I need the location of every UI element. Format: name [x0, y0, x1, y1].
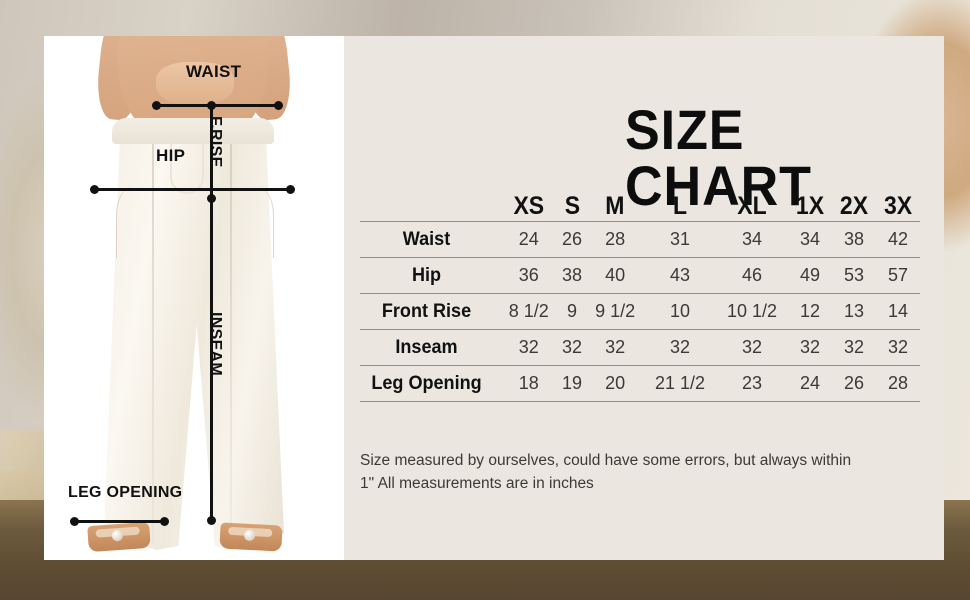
leg-opening-endpoint-right [160, 517, 169, 526]
cell-hip-m: 40 [605, 265, 626, 285]
cell-leg-opening-l: 21 1/2 [654, 373, 705, 393]
row-label-hip: Hip [411, 264, 442, 286]
cell-waist-xl: 34 [741, 229, 762, 249]
cell-waist-xs: 24 [518, 229, 539, 249]
cell-inseam-s: 32 [561, 337, 582, 357]
cell-hip-xl: 46 [741, 265, 762, 285]
inseam-label: INSEAM [207, 312, 224, 377]
cell-front-rise-m: 9 1/2 [595, 301, 636, 321]
measurement-disclaimer: Size measured by ourselves, could have s… [360, 452, 852, 492]
pants-drawstring [170, 140, 204, 194]
size-table-body: Waist 24 26 28 31 34 34 38 42 Hip 36 38 … [360, 221, 920, 402]
pants-pocket-left [116, 186, 162, 258]
cell-front-rise-xs: 8 1/2 [508, 301, 549, 321]
row-header-corner [360, 192, 500, 222]
size-chart-panel: SIZE CHART XS S M L XL 1X 2X 3X Waist [344, 36, 944, 560]
pants-waistband [112, 118, 274, 144]
size-header-m: M [605, 192, 625, 220]
hip-measure-line [94, 188, 290, 191]
size-header-xl: XL [737, 192, 767, 220]
page-title: SIZE CHART [625, 98, 812, 217]
model-illustration [44, 36, 344, 560]
table-row: Inseam 32 32 32 32 32 32 32 32 [360, 329, 920, 366]
table-row: Leg Opening 18 19 20 21 1/2 23 24 26 28 [360, 365, 920, 402]
measurement-annotations: WAIST HIP F.RISE INSEAM LEG OPENING [44, 36, 344, 560]
cell-hip-2x: 53 [843, 265, 864, 285]
cell-leg-opening-xs: 18 [518, 373, 539, 393]
hip-label: HIP [156, 146, 186, 165]
cell-front-rise-s: 9 [566, 301, 577, 321]
cell-inseam-l: 32 [669, 337, 690, 357]
hip-endpoint-left [90, 185, 99, 194]
waist-measure-line [156, 104, 278, 107]
cell-front-rise-xl: 10 1/2 [726, 301, 777, 321]
leg-opening-measure-line [74, 520, 164, 523]
product-photo-panel: WAIST HIP F.RISE INSEAM LEG OPENING [44, 36, 344, 560]
cell-leg-opening-3x: 28 [887, 373, 908, 393]
cell-waist-l: 31 [669, 229, 690, 249]
cell-front-rise-3x: 14 [887, 301, 908, 321]
cell-leg-opening-m: 20 [605, 373, 626, 393]
cell-waist-3x: 42 [887, 229, 908, 249]
cell-inseam-3x: 32 [887, 337, 908, 357]
front-rise-endpoint-top [207, 101, 216, 110]
size-table-wrapper: XS S M L XL 1X 2X 3X Waist 24 26 28 31 [360, 192, 920, 402]
waist-endpoint-left [152, 101, 161, 110]
pants-pleat-right [230, 144, 232, 544]
front-rise-endpoint-bottom [207, 194, 216, 203]
cell-waist-2x: 38 [843, 229, 864, 249]
cell-front-rise-l: 10 [669, 301, 690, 321]
size-table: XS S M L XL 1X 2X 3X Waist 24 26 28 31 [360, 192, 920, 402]
cell-hip-xs: 36 [518, 265, 539, 285]
table-row: Hip 36 38 40 43 46 49 53 57 [360, 257, 920, 294]
size-header-l: L [672, 192, 687, 220]
hip-endpoint-right [286, 185, 295, 194]
front-rise-measure-line [210, 104, 213, 200]
row-label-inseam: Inseam [395, 336, 458, 358]
size-header-2x: 2X [839, 192, 869, 220]
cell-hip-1x: 49 [799, 265, 820, 285]
size-header-1x: 1X [795, 192, 825, 220]
size-table-head: XS S M L XL 1X 2X 3X [360, 192, 920, 222]
cell-leg-opening-2x: 26 [843, 373, 864, 393]
cell-leg-opening-xl: 23 [741, 373, 762, 393]
pants-pleat-left [152, 144, 154, 544]
pants-pocket-right [228, 186, 274, 258]
cell-inseam-xs: 32 [518, 337, 539, 357]
cell-front-rise-1x: 12 [799, 301, 820, 321]
inseam-endpoint-bottom [207, 516, 216, 525]
front-rise-label: F.RISE [207, 116, 224, 168]
size-header-3x: 3X [883, 192, 913, 220]
cell-hip-3x: 57 [887, 265, 908, 285]
size-header-s: S [564, 192, 580, 220]
cell-waist-s: 26 [561, 229, 582, 249]
cell-inseam-1x: 32 [799, 337, 820, 357]
cell-inseam-2x: 32 [843, 337, 864, 357]
leg-opening-label: LEG OPENING [68, 484, 183, 501]
size-header-xs: XS [513, 192, 545, 220]
cell-leg-opening-1x: 24 [799, 373, 820, 393]
model-hands [156, 62, 234, 106]
cell-leg-opening-s: 19 [561, 373, 582, 393]
cell-hip-s: 38 [561, 265, 582, 285]
waist-endpoint-right [274, 101, 283, 110]
leg-opening-endpoint-left [70, 517, 79, 526]
row-label-front-rise: Front Rise [381, 300, 472, 322]
inseam-measure-line [210, 200, 213, 520]
cell-front-rise-2x: 13 [843, 301, 864, 321]
size-table-header-row: XS S M L XL 1X 2X 3X [360, 192, 920, 222]
cell-inseam-m: 32 [605, 337, 626, 357]
cell-inseam-xl: 32 [741, 337, 762, 357]
table-row: Waist 24 26 28 31 34 34 38 42 [360, 221, 920, 258]
row-label-waist: Waist [402, 228, 451, 250]
table-row: Front Rise 8 1/2 9 9 1/2 10 10 1/2 12 13… [360, 293, 920, 330]
waist-label: WAIST [186, 62, 242, 81]
cell-hip-l: 43 [669, 265, 690, 285]
cell-waist-m: 28 [605, 229, 626, 249]
cell-waist-1x: 34 [799, 229, 820, 249]
row-label-leg-opening: Leg Opening [371, 372, 482, 394]
